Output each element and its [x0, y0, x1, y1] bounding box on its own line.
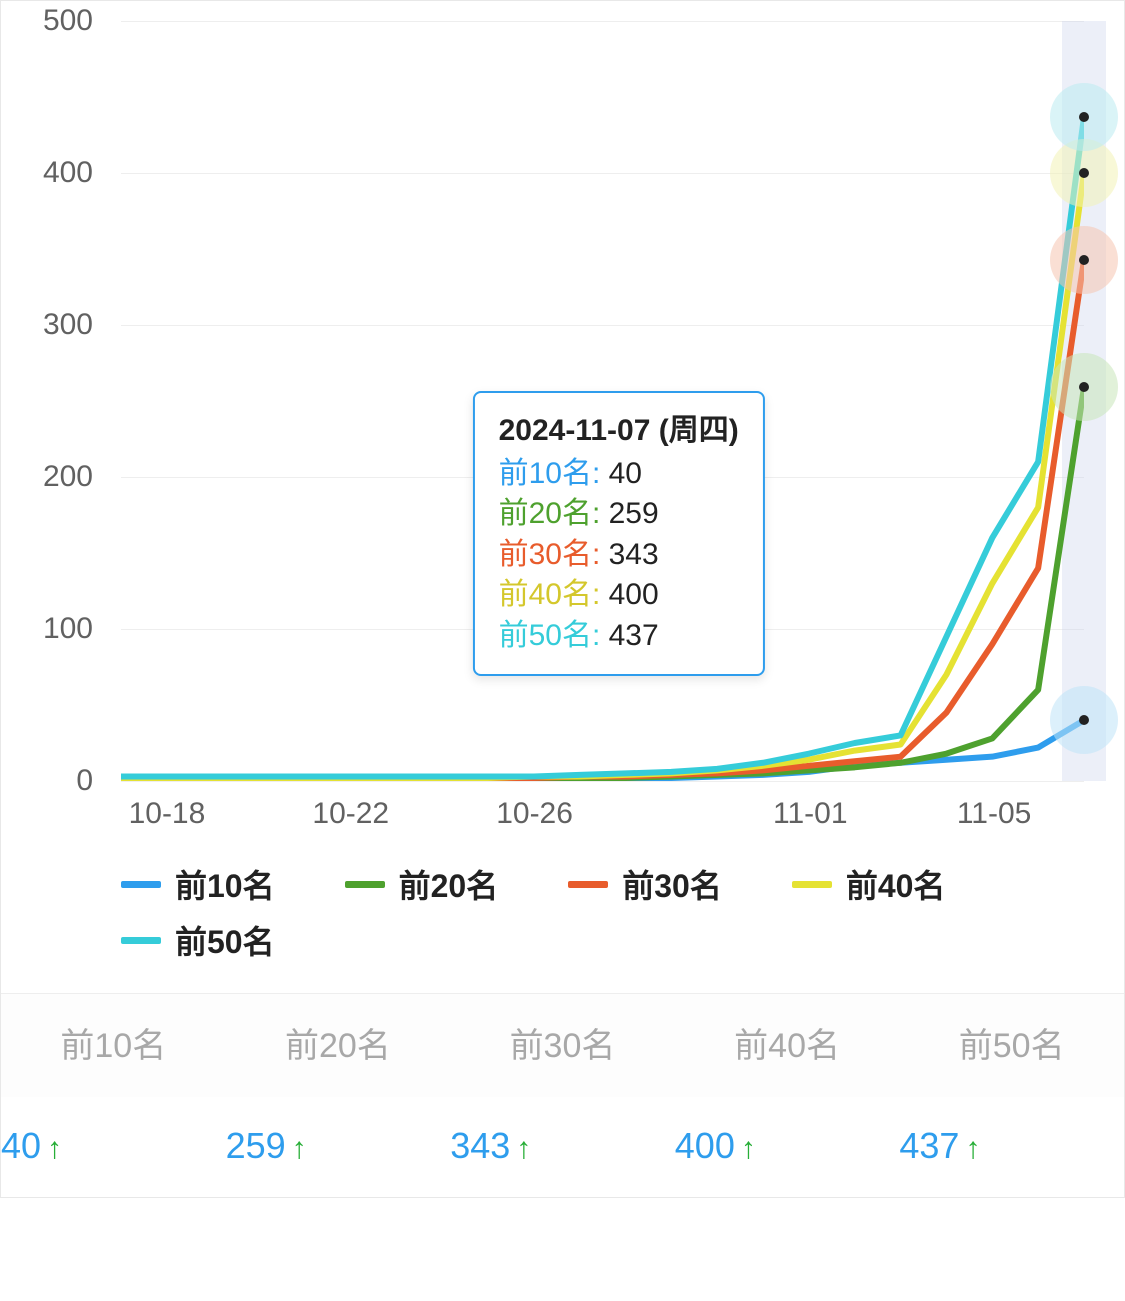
tooltip-row: 前50名: 437: [499, 616, 739, 657]
trend-up-icon: ↑: [47, 1132, 62, 1165]
y-tick: 100: [1, 612, 111, 646]
summary-value-cell: 343↑: [450, 1097, 675, 1197]
tooltip-row-value: 437: [609, 619, 659, 652]
legend-item[interactable]: 前50名: [121, 917, 275, 963]
y-tick: 200: [1, 460, 111, 494]
trend-up-icon: ↑: [965, 1132, 980, 1165]
summary-column-header: 前40名: [675, 994, 900, 1097]
summary-value-cell: 259↑: [226, 1097, 451, 1197]
legend-swatch: [568, 881, 608, 888]
chart-tooltip: 2024-11-07 (周四) 前10名: 40前20名: 259前30名: 3…: [473, 391, 765, 676]
summary-value-cell: 400↑: [675, 1097, 900, 1197]
summary-value: 400: [675, 1125, 735, 1166]
trend-up-icon: ↑: [516, 1132, 531, 1165]
summary-column-header: 前50名: [899, 994, 1124, 1097]
summary-column-header: 前20名: [226, 994, 451, 1097]
tooltip-row: 前20名: 259: [499, 494, 739, 535]
summary-value: 40: [1, 1125, 41, 1166]
tooltip-title: 2024-11-07 (周四): [499, 411, 739, 452]
legend-label: 前10名: [175, 861, 275, 907]
series-highlight-dot: [1079, 168, 1089, 178]
legend-item[interactable]: 前30名: [568, 861, 722, 907]
series-highlight-dot: [1079, 255, 1089, 265]
chart-area: 0 100 200 300 400 500 10-18 10-22 10-26 11-01 11-…: [1, 1, 1124, 841]
summary-value-cell: 40↑: [1, 1097, 226, 1197]
chart-card: 0 100 200 300 400 500 10-18 10-22 10-26 11-01 11-…: [0, 0, 1125, 1198]
trend-up-icon: ↑: [292, 1132, 307, 1165]
summary-value: 437: [899, 1125, 959, 1166]
legend-swatch: [121, 881, 161, 888]
legend-label: 前40名: [846, 861, 946, 907]
y-tick: 500: [1, 4, 111, 38]
legend-swatch: [792, 881, 832, 888]
summary-section: 前10名前20名前30名前40名前50名 40↑259↑343↑400↑437↑: [1, 993, 1124, 1197]
y-tick: 300: [1, 308, 111, 342]
series-highlight-dot: [1079, 112, 1089, 122]
summary-column-header: 前10名: [1, 994, 226, 1097]
x-tick: 10-22: [312, 797, 389, 831]
tooltip-row-label: 前40名:: [499, 578, 609, 611]
gridline: [121, 781, 1084, 782]
y-tick: 0: [1, 764, 111, 798]
legend-item[interactable]: 前10名: [121, 861, 275, 907]
x-tick: 10-26: [496, 797, 573, 831]
x-tick: 11-05: [957, 797, 1032, 831]
legend-swatch: [345, 881, 385, 888]
x-tick: 11-01: [773, 797, 848, 831]
x-tick: 10-18: [129, 797, 206, 831]
summary-value: 343: [450, 1125, 510, 1166]
series-highlight-dot: [1079, 382, 1089, 392]
summary-value-cell: 437↑: [899, 1097, 1124, 1197]
legend-label: 前50名: [175, 917, 275, 963]
tooltip-row-label: 前50名:: [499, 619, 609, 652]
series-line: [121, 720, 1084, 779]
trend-up-icon: ↑: [741, 1132, 756, 1165]
legend-swatch: [121, 937, 161, 944]
tooltip-row-label: 前10名:: [499, 457, 609, 490]
legend-item[interactable]: 前20名: [345, 861, 499, 907]
legend-label: 前20名: [399, 861, 499, 907]
legend-item[interactable]: 前40名: [792, 861, 946, 907]
legend-label: 前30名: [622, 861, 722, 907]
tooltip-row: 前30名: 343: [499, 535, 739, 576]
tooltip-row-value: 343: [609, 538, 659, 571]
y-tick: 400: [1, 156, 111, 190]
tooltip-row-value: 400: [609, 578, 659, 611]
series-highlight-dot: [1079, 715, 1089, 725]
tooltip-row-label: 前30名:: [499, 538, 609, 571]
tooltip-row-label: 前20名:: [499, 497, 609, 530]
tooltip-row-value: 259: [609, 497, 659, 530]
tooltip-row: 前10名: 40: [499, 454, 739, 495]
chart-legend: 前10名 前20名 前30名 前40名前50名: [1, 841, 1124, 993]
summary-value: 259: [226, 1125, 286, 1166]
tooltip-row: 前40名: 400: [499, 575, 739, 616]
summary-column-header: 前30名: [450, 994, 675, 1097]
tooltip-row-value: 40: [609, 457, 642, 490]
